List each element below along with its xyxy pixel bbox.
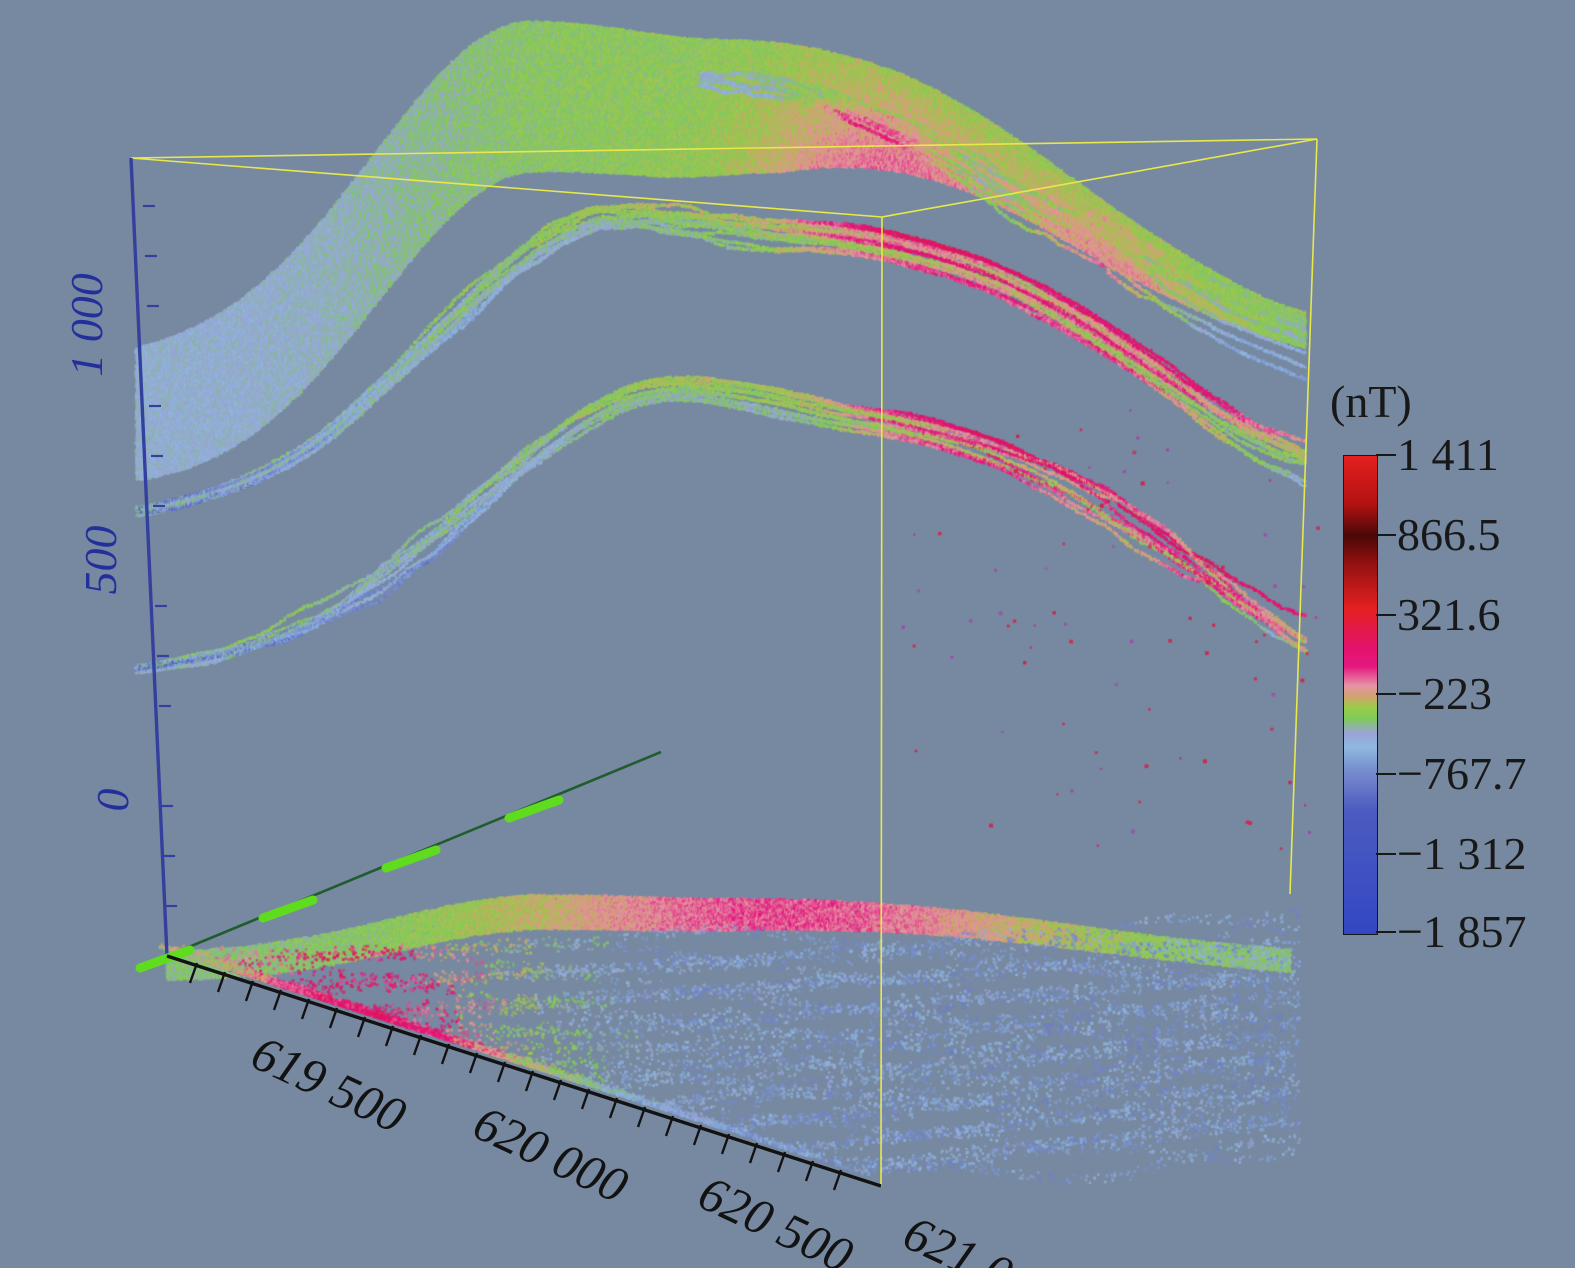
- svg-text:619 500: 619 500: [243, 1024, 414, 1143]
- svg-text:620 000: 620 000: [465, 1094, 636, 1213]
- svg-text:0: 0: [87, 789, 138, 812]
- svg-text:1 000: 1 000: [61, 273, 112, 377]
- svg-text:500: 500: [75, 526, 126, 595]
